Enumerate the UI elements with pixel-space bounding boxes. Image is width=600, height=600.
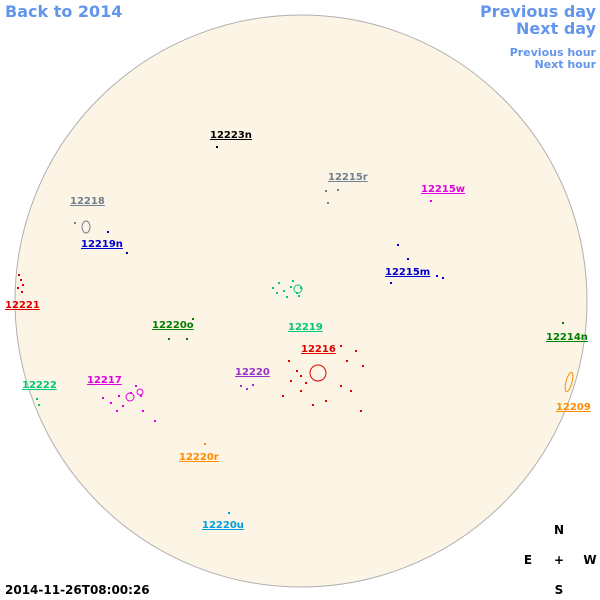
sunspot — [325, 190, 327, 192]
sunspot — [135, 385, 137, 387]
sunspot — [21, 291, 23, 293]
region-label: 12220o — [152, 320, 194, 331]
sunspot — [360, 410, 362, 412]
sunspot — [327, 202, 329, 204]
sunspot — [142, 410, 144, 412]
region-label: 12222 — [22, 380, 57, 391]
sunspot-outline — [81, 220, 91, 234]
region-label: 12218 — [70, 196, 105, 207]
sunspot — [154, 420, 156, 422]
compass-south: S — [555, 583, 564, 597]
sunspot — [126, 252, 128, 254]
sunspot-outline — [136, 388, 144, 396]
sunspot — [355, 350, 357, 352]
sunspot — [110, 402, 112, 404]
sunspot — [272, 287, 274, 289]
sunspot — [283, 290, 285, 292]
sunspot — [288, 360, 290, 362]
next-day-link[interactable]: Next day — [516, 19, 597, 38]
region-label: 12216 — [301, 344, 336, 355]
sunspot — [312, 404, 314, 406]
sunspot — [337, 189, 339, 191]
region-label: 12215r — [328, 172, 368, 183]
sunspot — [290, 286, 292, 288]
sunspot — [407, 258, 409, 260]
sunspot — [116, 410, 118, 412]
region-label: 12219n — [81, 239, 123, 250]
region-label: 12215w — [421, 184, 465, 195]
sunspot — [305, 382, 307, 384]
sunspot — [300, 287, 302, 289]
sunspot — [186, 338, 188, 340]
next-hour-link[interactable]: Next hour — [535, 58, 597, 71]
sunspot — [397, 244, 399, 246]
region-label: 12220 — [235, 367, 270, 378]
back-link[interactable]: Back to 2014 — [5, 2, 122, 21]
sunspot — [18, 274, 20, 276]
region-label: 12223n — [210, 130, 252, 141]
sunspot — [22, 284, 24, 286]
sunspot — [118, 395, 120, 397]
timestamp: 2014-11-26T08:00:26 — [5, 583, 150, 597]
sunspot — [102, 397, 104, 399]
sunspot-outline — [293, 284, 303, 294]
solar-disk — [14, 14, 588, 588]
sunspot — [430, 200, 432, 202]
region-label: 12221 — [5, 300, 40, 311]
compass-north: N — [554, 523, 564, 537]
compass-west: W — [583, 553, 596, 567]
region-label: 12214n — [546, 332, 588, 343]
sunspot — [107, 231, 109, 233]
sunspot — [276, 292, 278, 294]
sunspot — [36, 398, 38, 400]
sunspot — [286, 296, 288, 298]
region-label: 12215m — [385, 267, 430, 278]
region-label: 12219 — [288, 322, 323, 333]
sunspot — [204, 443, 206, 445]
sunspot — [362, 365, 364, 367]
sunspot — [290, 380, 292, 382]
sunspot — [390, 282, 392, 284]
sunspot — [340, 345, 342, 347]
sunspot — [240, 385, 242, 387]
sunspot — [300, 375, 302, 377]
sunspot — [325, 400, 327, 402]
region-label: 12209 — [556, 402, 591, 413]
region-label: 12217 — [87, 375, 122, 386]
sunspot — [122, 405, 124, 407]
sunspot-outline — [309, 364, 327, 382]
sunspot — [140, 395, 142, 397]
sunspot — [17, 287, 19, 289]
compass-center: + — [554, 553, 564, 567]
sunspot — [282, 395, 284, 397]
sunspot — [436, 275, 438, 277]
sunspot — [278, 282, 280, 284]
sunspot-outline — [125, 392, 135, 402]
sunspot — [20, 279, 22, 281]
sunspot — [38, 404, 40, 406]
compass-east: E — [524, 553, 532, 567]
sunspot — [216, 146, 218, 148]
sunspot — [192, 318, 194, 320]
sunspot — [168, 338, 170, 340]
sunspot-outline — [564, 371, 574, 393]
sunspot — [252, 384, 254, 386]
region-label: 12220u — [202, 520, 244, 531]
region-label: 12220r — [179, 452, 219, 463]
sunspot — [562, 322, 564, 324]
previous-day-link[interactable]: Previous day — [480, 2, 597, 21]
sunspot — [346, 360, 348, 362]
previous-hour-link[interactable]: Previous hour — [510, 46, 597, 59]
sunspot — [298, 295, 300, 297]
sunspot — [340, 385, 342, 387]
sunspot — [246, 388, 248, 390]
sunspot — [296, 370, 298, 372]
sunspot — [350, 390, 352, 392]
sunspot — [74, 222, 76, 224]
sunspot — [228, 512, 230, 514]
sunspot — [442, 277, 444, 279]
sunspot — [300, 390, 302, 392]
sunspot — [292, 280, 294, 282]
